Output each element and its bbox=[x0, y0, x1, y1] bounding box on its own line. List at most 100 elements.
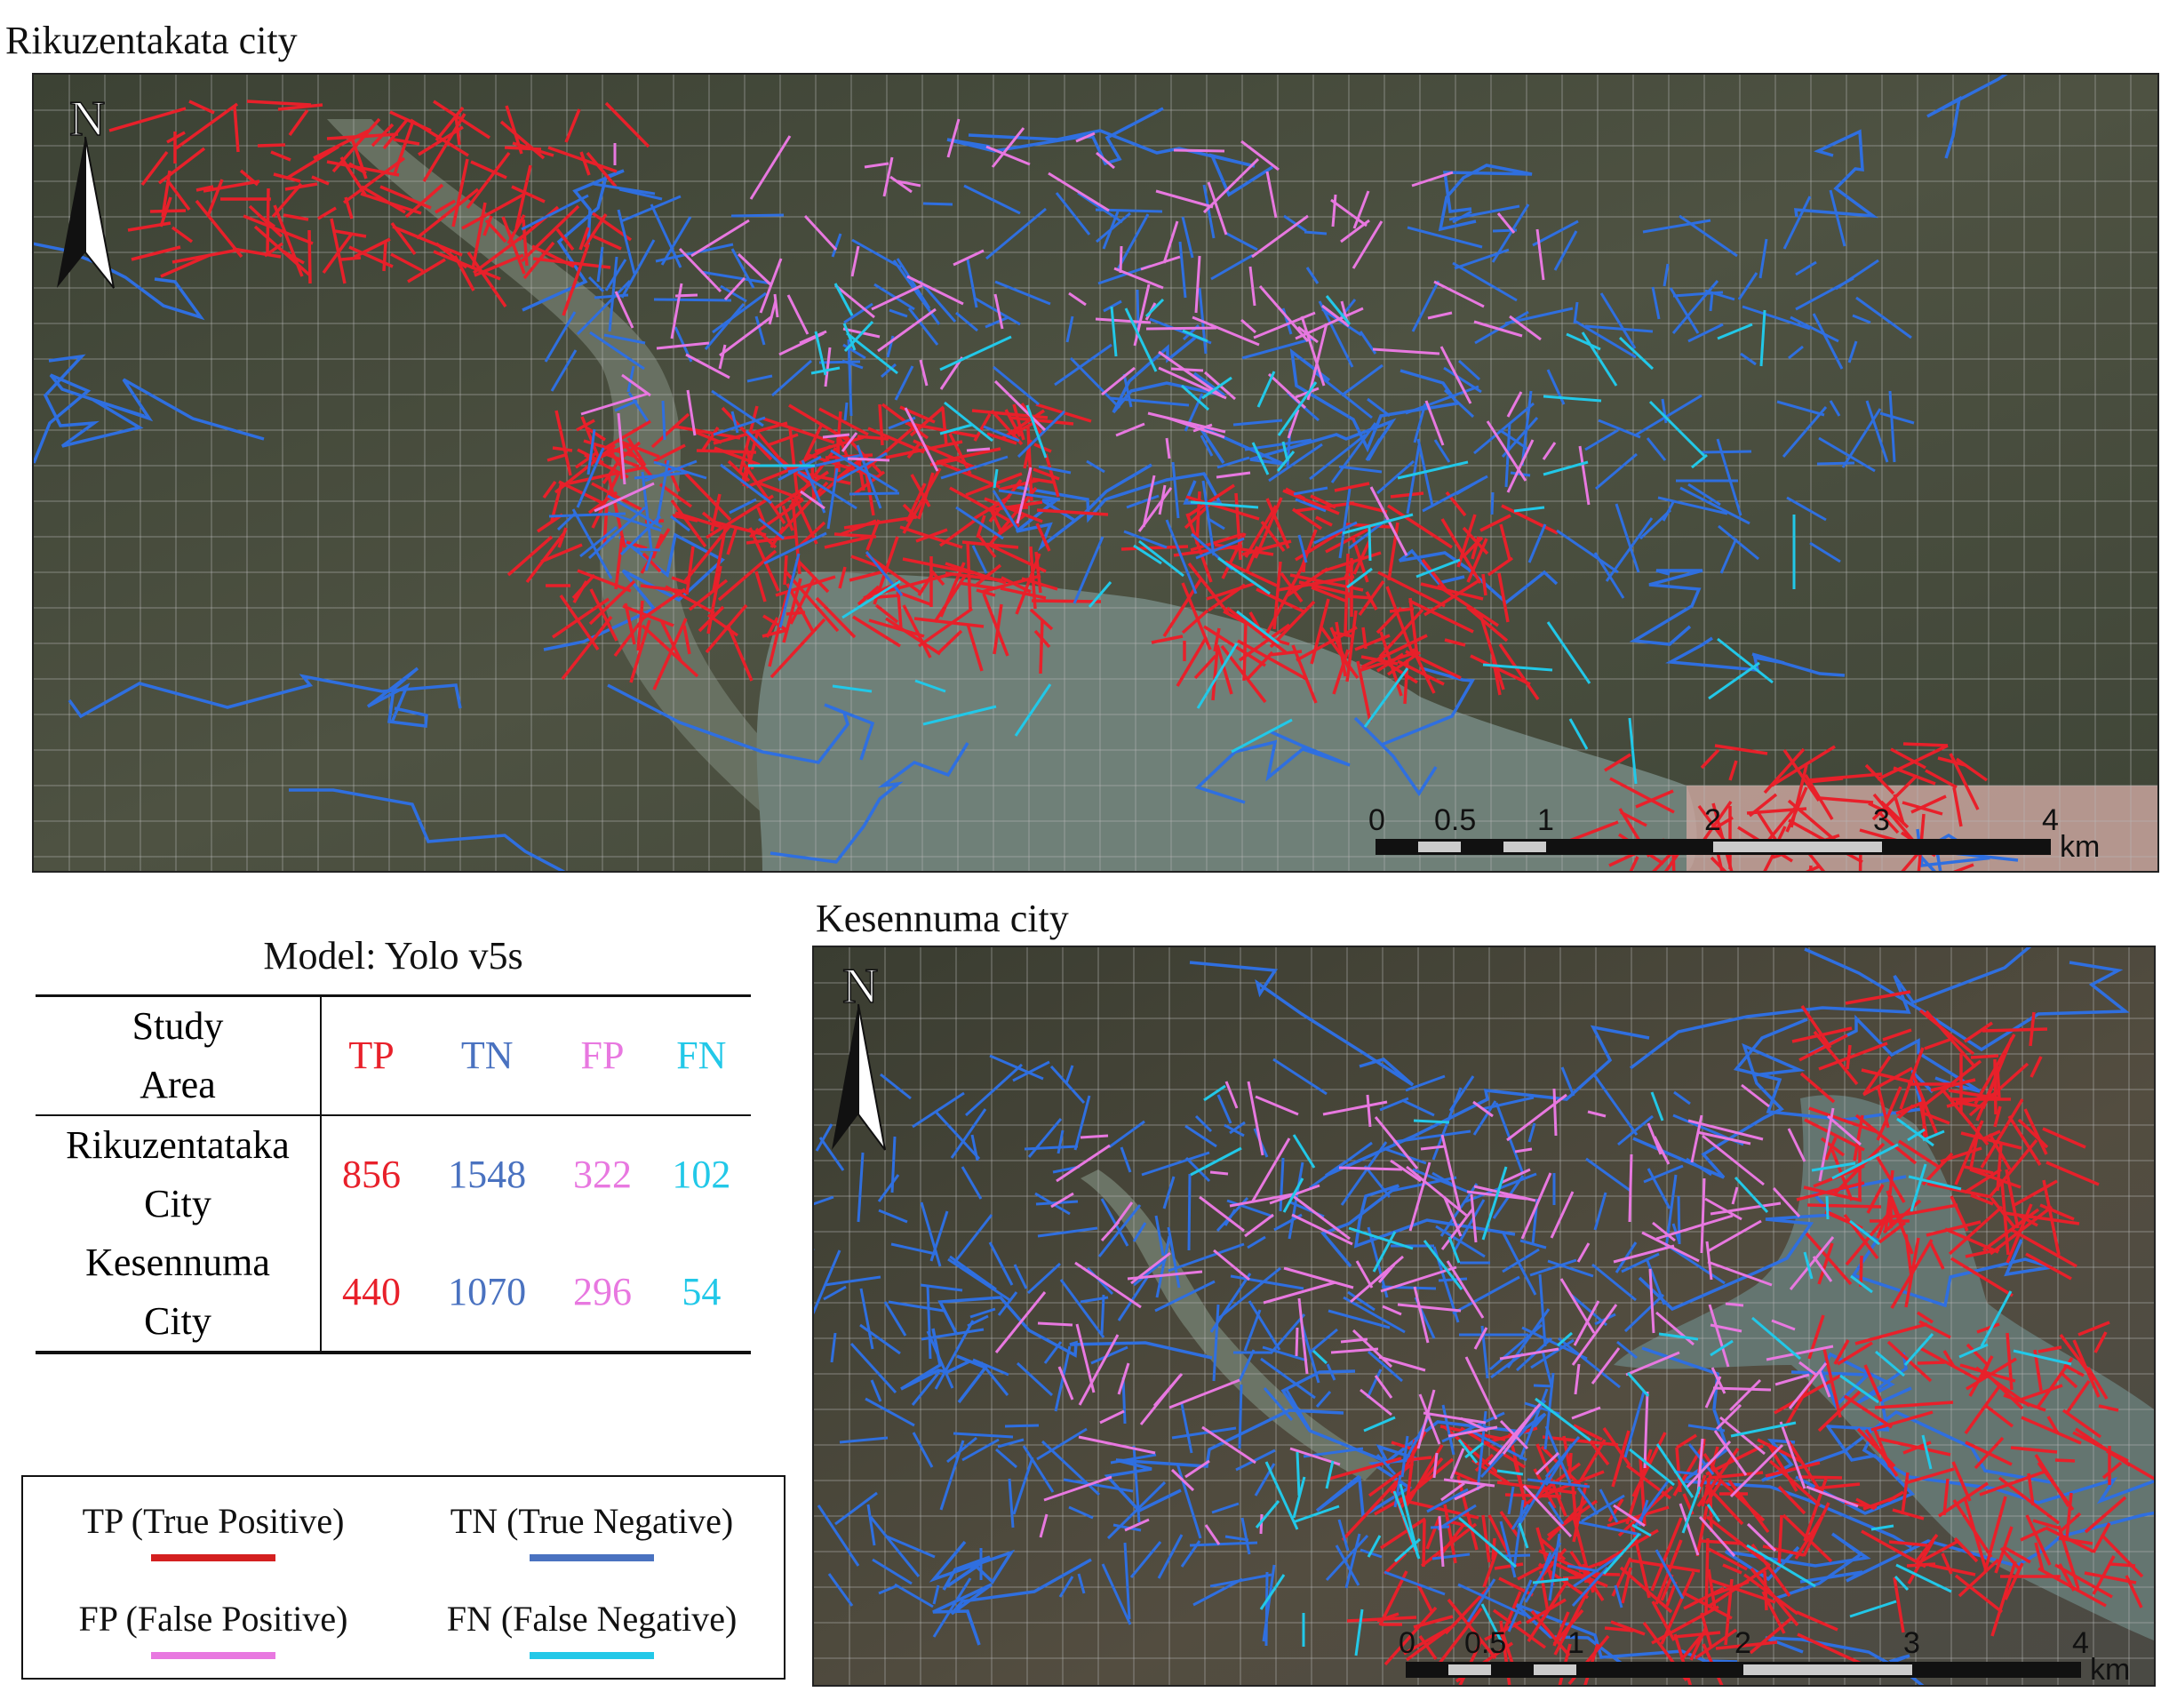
road-tn bbox=[1027, 1118, 1063, 1158]
road-tp bbox=[717, 549, 778, 602]
road-fp bbox=[1170, 367, 1204, 372]
road-fp bbox=[1251, 214, 1309, 259]
road-tp bbox=[1794, 1513, 1825, 1560]
results-table: Study Area TP TN FP FN Rikuzentataka Cit… bbox=[36, 994, 751, 1354]
road-tp bbox=[1896, 1104, 1915, 1120]
road-tn bbox=[817, 1504, 860, 1567]
road-tp bbox=[1830, 1149, 1854, 1201]
road-tn bbox=[1454, 248, 1510, 270]
road-fp bbox=[1192, 315, 1260, 347]
road-tp bbox=[1264, 565, 1304, 635]
road-tp bbox=[311, 175, 330, 186]
road-tn bbox=[1330, 422, 1377, 483]
road-tn bbox=[1176, 1463, 1202, 1539]
legend-swatch bbox=[151, 1554, 275, 1561]
road-tp bbox=[1804, 1118, 1865, 1152]
road-fn bbox=[842, 323, 857, 351]
road-tp bbox=[998, 478, 1041, 491]
road-tp bbox=[1948, 1205, 2004, 1256]
road-tp bbox=[1796, 1181, 1865, 1201]
road-fp bbox=[1454, 1483, 1486, 1501]
road-tp bbox=[948, 433, 972, 475]
map-kesennuma[interactable]: N 0 0.5 1 2 3 4 km bbox=[812, 946, 2156, 1687]
road-tp bbox=[937, 629, 963, 654]
road-tn bbox=[1532, 219, 1579, 247]
north-arrow: N bbox=[57, 91, 115, 289]
road-tn bbox=[1804, 947, 2130, 1052]
road-tp bbox=[1296, 626, 1358, 662]
road-tn bbox=[1405, 1074, 1446, 1092]
road-tn bbox=[650, 204, 682, 268]
road-tp bbox=[694, 430, 722, 444]
road-fn bbox=[1348, 1226, 1414, 1250]
road-tp bbox=[917, 472, 935, 520]
road-tn bbox=[1639, 508, 1672, 540]
road-tn bbox=[1367, 435, 1384, 461]
road-tp bbox=[2029, 1011, 2036, 1047]
road-tp bbox=[1969, 1168, 2022, 1189]
road-tp bbox=[1898, 1139, 1941, 1169]
road-tn bbox=[660, 216, 692, 266]
road-tp bbox=[1970, 1193, 1994, 1206]
road-tp bbox=[878, 403, 884, 446]
road-tp bbox=[850, 555, 889, 571]
road-tn bbox=[1154, 1215, 1165, 1257]
road-fn bbox=[1535, 1397, 1591, 1442]
road-fp bbox=[1447, 1425, 1498, 1438]
road-tp bbox=[1225, 606, 1288, 654]
road-tp bbox=[1766, 1443, 1798, 1492]
road-tp bbox=[2029, 1056, 2043, 1078]
road-tn bbox=[1341, 363, 1384, 397]
road-tp bbox=[2017, 1118, 2049, 1149]
road-tp bbox=[108, 107, 187, 132]
road-tp bbox=[1863, 1364, 1883, 1402]
road-fn bbox=[1496, 1469, 1524, 1476]
road-tp bbox=[1679, 1632, 1704, 1662]
road-fp bbox=[1818, 1370, 1831, 1398]
road-fp bbox=[1372, 347, 1440, 355]
road-tp bbox=[2025, 1252, 2072, 1281]
road-tp bbox=[1447, 1598, 1497, 1660]
road-tn bbox=[1216, 1094, 1232, 1124]
road-fn bbox=[1464, 1441, 1484, 1459]
road-tp bbox=[2058, 1536, 2093, 1545]
road-tn bbox=[1812, 313, 1844, 370]
road-tp bbox=[1952, 863, 1974, 871]
road-tn bbox=[1758, 238, 1768, 279]
road-tp bbox=[1411, 648, 1436, 694]
road-fp bbox=[1433, 280, 1485, 308]
road-tn bbox=[754, 315, 766, 346]
road-fp bbox=[1158, 366, 1227, 400]
road-tp bbox=[1387, 504, 1453, 549]
road-tn bbox=[1642, 219, 1711, 234]
road-tp bbox=[1352, 539, 1372, 575]
road-tp bbox=[1497, 572, 1510, 623]
road-tp bbox=[257, 143, 286, 148]
road-tp bbox=[407, 258, 446, 283]
road-fn bbox=[1717, 637, 1774, 684]
road-tp bbox=[1982, 1037, 2014, 1109]
road-tn bbox=[1235, 1449, 1276, 1472]
road-tp bbox=[1902, 742, 1949, 747]
road-tp bbox=[1325, 528, 1368, 554]
road-fn bbox=[1354, 1608, 1364, 1656]
road-tn bbox=[969, 1307, 996, 1319]
road-tp bbox=[1928, 1563, 1976, 1576]
road-tp bbox=[1660, 1571, 1695, 1645]
road-tp bbox=[466, 151, 511, 210]
road-tp bbox=[2005, 1169, 2020, 1229]
road-tp bbox=[307, 229, 312, 284]
road-tn bbox=[1629, 569, 1703, 646]
road-tn bbox=[1426, 1488, 1469, 1513]
road-tp bbox=[1844, 1394, 1893, 1429]
road-tn bbox=[1502, 1248, 1540, 1273]
road-tp bbox=[506, 214, 526, 244]
header-tp: TP bbox=[321, 995, 421, 1116]
road-fn bbox=[1751, 1316, 1801, 1361]
road-tp bbox=[1710, 856, 1727, 871]
road-tn bbox=[1132, 1445, 1141, 1523]
road-tn bbox=[1043, 1341, 1063, 1364]
road-tp bbox=[1696, 1448, 1740, 1507]
map-rikuzentakata[interactable]: N 0 0.5 1 2 3 4 km bbox=[32, 73, 2159, 873]
road-fp bbox=[1710, 1201, 1782, 1216]
